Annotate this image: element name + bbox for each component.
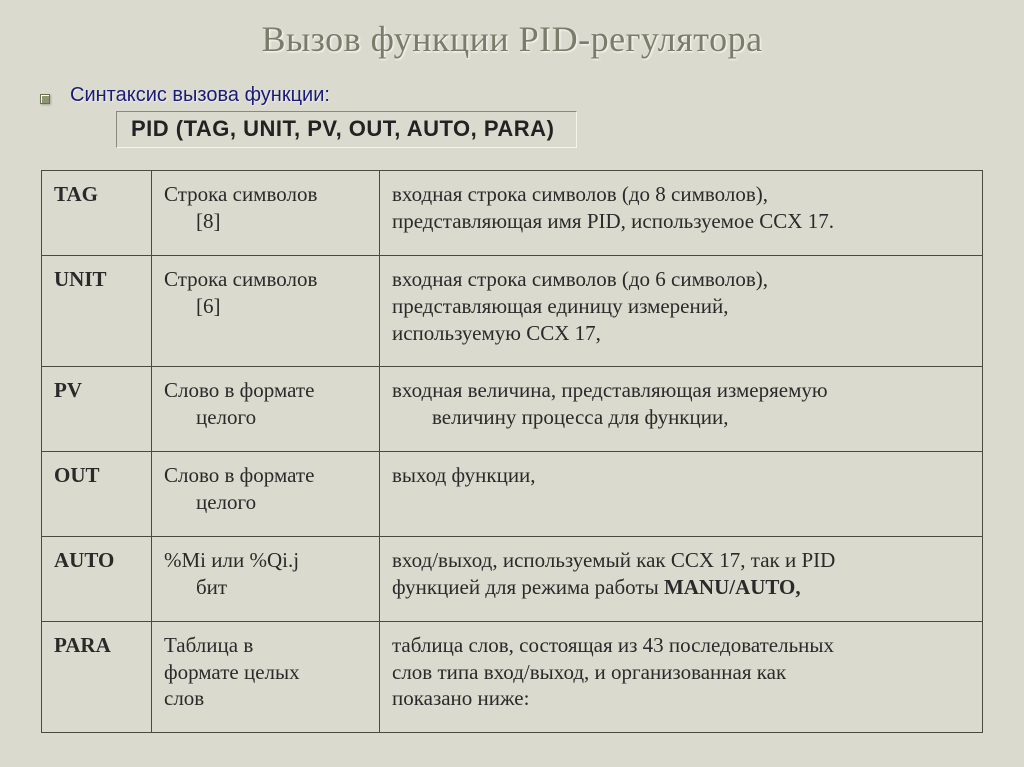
type-line: Таблица в bbox=[164, 633, 253, 657]
param-name: PARA bbox=[42, 621, 152, 733]
param-type: Слово в формате целого bbox=[152, 452, 380, 537]
parameter-table: TAG Строка символов [8] входная строка с… bbox=[41, 170, 983, 733]
table-row: UNIT Строка символов [6] входная строка … bbox=[42, 255, 983, 367]
param-desc: вход/выход, используемый как CCX 17, так… bbox=[380, 536, 983, 621]
syntax-text: PID (TAG, UNIT, PV, OUT, AUTO, PARA) bbox=[131, 116, 554, 141]
desc-line: таблица слов, состоящая из 43 последоват… bbox=[392, 633, 834, 657]
param-type: Слово в формате целого bbox=[152, 367, 380, 452]
desc-line: величину процесса для функции, bbox=[392, 404, 970, 431]
type-line: Строка символов bbox=[164, 267, 317, 291]
desc-line: выход функции, bbox=[392, 463, 536, 487]
syntax-label: Синтаксис вызова функции: bbox=[70, 84, 330, 107]
desc-line: слов типа вход/выход, и организованная к… bbox=[392, 660, 786, 684]
desc-line: входная строка символов (до 6 символов), bbox=[392, 267, 768, 291]
desc-line: входная величина, представляющая измеряе… bbox=[392, 378, 828, 402]
table-row: PV Слово в формате целого входная величи… bbox=[42, 367, 983, 452]
param-name: PV bbox=[42, 367, 152, 452]
desc-line: функцией для режима работы bbox=[392, 575, 664, 599]
param-desc: входная величина, представляющая измеряе… bbox=[380, 367, 983, 452]
param-name: TAG bbox=[42, 171, 152, 256]
param-desc: выход функции, bbox=[380, 452, 983, 537]
type-line: %Mi или %Qi.j bbox=[164, 548, 299, 572]
param-desc: таблица слов, состоящая из 43 последоват… bbox=[380, 621, 983, 733]
table-row: TAG Строка символов [8] входная строка с… bbox=[42, 171, 983, 256]
param-type: Строка символов [8] bbox=[152, 171, 380, 256]
square-bullet-icon bbox=[40, 94, 50, 104]
type-line: Слово в формате bbox=[164, 463, 314, 487]
type-line: целого bbox=[164, 404, 367, 431]
type-line: целого bbox=[164, 489, 367, 516]
desc-line: представляющая имя PID, используемое CCX… bbox=[392, 209, 834, 233]
syntax-box: PID (TAG, UNIT, PV, OUT, AUTO, PARA) bbox=[116, 111, 577, 148]
desc-line: используемую CCX 17, bbox=[392, 321, 601, 345]
type-line: Слово в формате bbox=[164, 378, 314, 402]
desc-line: вход/выход, используемый как CCX 17, так… bbox=[392, 548, 835, 572]
param-name: AUTO bbox=[42, 536, 152, 621]
type-line: [8] bbox=[164, 208, 367, 235]
page-title: Вызов функции PID-регулятора bbox=[38, 18, 986, 60]
desc-line: входная строка символов (до 8 символов), bbox=[392, 182, 768, 206]
param-name: OUT bbox=[42, 452, 152, 537]
param-type: Строка символов [6] bbox=[152, 255, 380, 367]
syntax-bullet-row: Синтаксис вызова функции: bbox=[38, 84, 986, 107]
type-line: [6] bbox=[164, 293, 367, 320]
param-desc: входная строка символов (до 8 символов),… bbox=[380, 171, 983, 256]
type-line: слов bbox=[164, 686, 204, 710]
param-type: Таблица в формате целых слов bbox=[152, 621, 380, 733]
table-row: OUT Слово в формате целого выход функции… bbox=[42, 452, 983, 537]
desc-line: представляющая единицу измерений, bbox=[392, 294, 728, 318]
type-line: Строка символов bbox=[164, 182, 317, 206]
type-line: бит bbox=[164, 574, 367, 601]
table-row: PARA Таблица в формате целых слов таблиц… bbox=[42, 621, 983, 733]
desc-line: показано ниже: bbox=[392, 686, 529, 710]
type-line: формате целых bbox=[164, 660, 300, 684]
param-name: UNIT bbox=[42, 255, 152, 367]
desc-bold: MANU/AUTO, bbox=[664, 575, 801, 599]
param-desc: входная строка символов (до 6 символов),… bbox=[380, 255, 983, 367]
param-type: %Mi или %Qi.j бит bbox=[152, 536, 380, 621]
table-row: AUTO %Mi или %Qi.j бит вход/выход, испол… bbox=[42, 536, 983, 621]
